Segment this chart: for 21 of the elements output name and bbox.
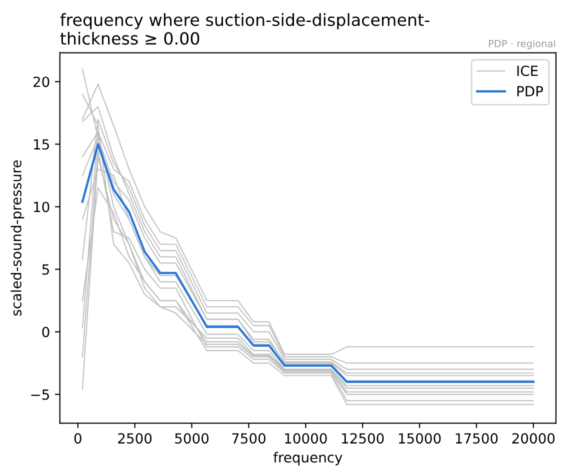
y-tick-label: 15 — [34, 139, 49, 150]
legend-label: PDP — [517, 86, 543, 96]
legend-label: ICE — [517, 66, 538, 76]
x-tick-label: 15000 — [398, 433, 441, 444]
x-tick-label: 12500 — [342, 433, 384, 444]
y-axis-title: scaled-sound-pressure — [10, 160, 24, 316]
y-tick-label: 10 — [34, 202, 50, 212]
y-tick-label: 0 — [42, 326, 50, 338]
y-tick-label: 20 — [34, 76, 50, 88]
x-tick-label: 7500 — [232, 433, 266, 444]
x-tick-label: 0 — [74, 433, 82, 444]
chart-title: frequency where suction-side-displacement- thickness ≥ 0.00 — [60, 13, 430, 45]
y-tick-label: 5 — [42, 264, 49, 275]
x-tick-label: 2500 — [118, 433, 152, 444]
x-tick-label: 17500 — [456, 433, 498, 444]
x-axis-title: frequency — [273, 452, 342, 466]
y-tick-label: −5 — [31, 390, 49, 400]
x-tick-label: 5000 — [175, 433, 209, 444]
text: PDP · regional — [489, 40, 556, 50]
x-tick-label: 10000 — [285, 433, 327, 444]
x-tick-label: 20000 — [512, 433, 555, 444]
